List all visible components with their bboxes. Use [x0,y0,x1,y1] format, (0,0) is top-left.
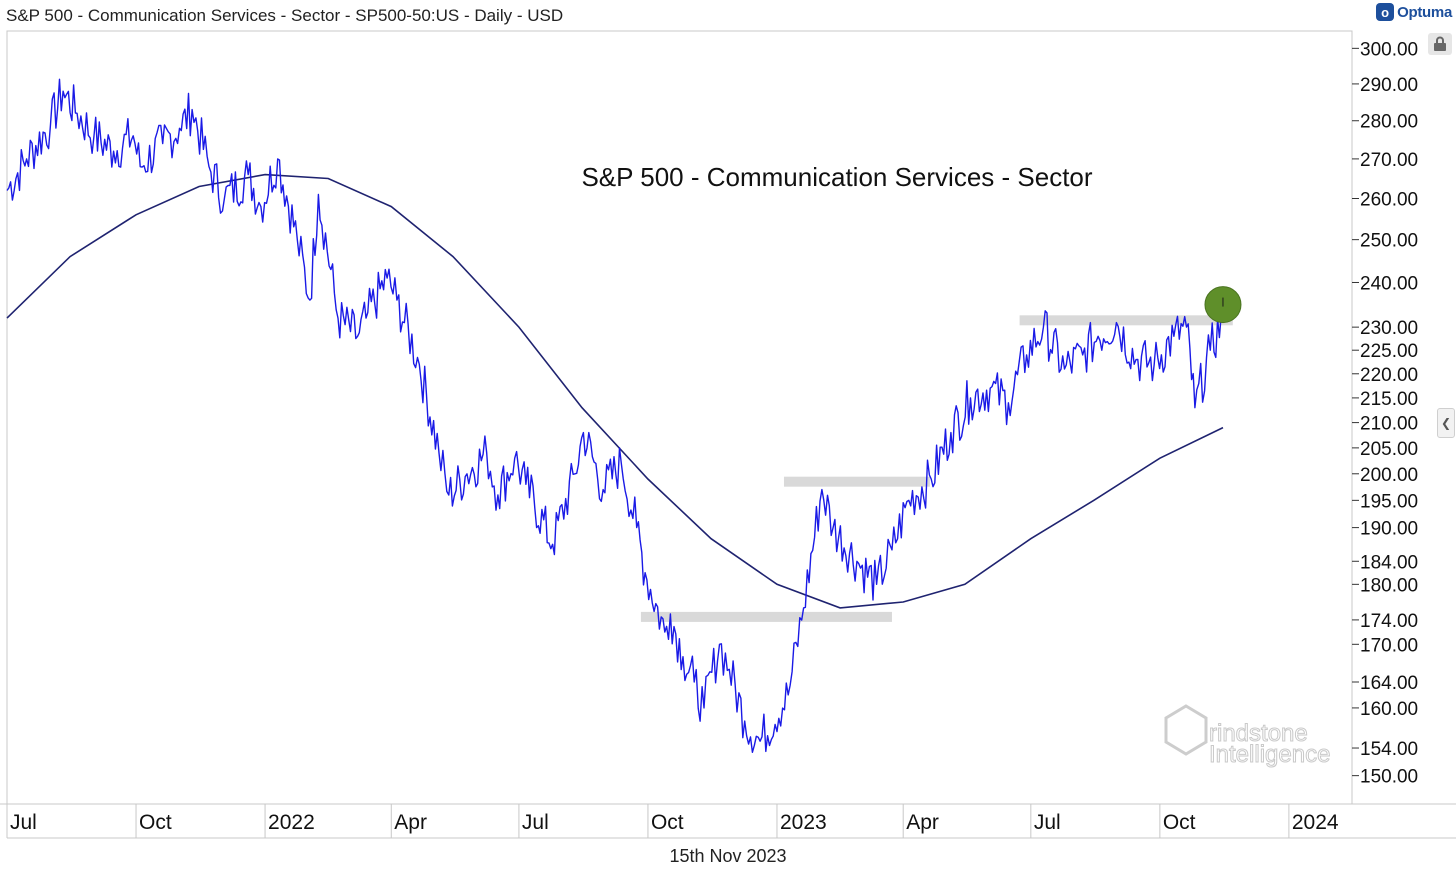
y-tick-label: 215.00 [1360,389,1418,410]
breakout-marker [1204,286,1242,324]
x-tick-label: Oct [651,811,684,834]
x-tick-label: Jul [1034,811,1061,834]
x-tick-label: 2022 [268,811,315,834]
y-tick-label: 180.00 [1360,575,1418,596]
moving-average-line [6,173,1224,609]
y-tick-label: 270.00 [1360,150,1418,171]
y-tick-label: 280.00 [1360,112,1418,133]
y-tick-label: 250.00 [1360,231,1418,252]
lock-icon [1434,36,1446,51]
watermark-hexagon-icon [1164,704,1208,756]
y-tick-label: 260.00 [1360,189,1418,210]
y-tick-label: 184.00 [1360,552,1418,573]
x-tick-label: Jul [10,811,37,834]
x-tick-label: Apr [394,811,427,834]
watermark-logo: rindstone Intelligence [1164,704,1331,769]
y-tick-label: 205.00 [1360,439,1418,460]
y-tick-label: 174.00 [1360,611,1418,632]
x-tick-label: Apr [906,811,939,834]
current-date-label: 15th Nov 2023 [669,846,787,866]
y-tick-label: 160.00 [1360,699,1418,720]
y-axis: 300.00 290.00 280.00 270.00 260.00 250.00 240.… [1352,39,1418,788]
y-tick-label: 164.00 [1360,673,1418,694]
x-tick-label: 2023 [780,811,827,834]
y-tick-label: 225.00 [1360,341,1418,362]
y-tick-label: 210.00 [1360,414,1418,435]
price-series-line [6,78,1224,753]
resistance-zone-2 [783,476,930,487]
expand-panel-button[interactable]: ❮ [1437,408,1455,438]
chart-title: S&P 500 - Communication Services - Secto… [581,162,1092,192]
chevron-left-icon: ❮ [1440,416,1452,430]
plot-area-border [6,30,1353,805]
x-tick-label: Jul [522,811,549,834]
lock-scale-button[interactable] [1428,33,1452,55]
x-tick-label: Oct [1163,811,1196,834]
watermark-line-2: Intelligence [1209,741,1330,768]
brand-name: Optuma [1397,3,1452,21]
chart-header-title: S&P 500 - Communication Services - Secto… [6,6,564,25]
y-tick-label: 154.00 [1360,739,1418,760]
optuma-logo-icon: o [1376,3,1395,21]
y-tick-label: 230.00 [1360,318,1418,339]
resistance-zone-1 [640,611,892,622]
x-axis: Jul Oct 2022 Apr Jul Oct 2023 Apr Jul Oct 2024 [6,804,1339,838]
y-tick-label: 190.00 [1360,519,1418,540]
y-tick-label: 195.00 [1360,491,1418,512]
y-tick-label: 170.00 [1360,635,1418,656]
x-tick-label: 2024 [1292,811,1339,834]
watermark-line-1: rindstone [1209,720,1308,747]
y-tick-label: 150.00 [1360,767,1418,788]
x-tick-label: Oct [139,811,172,834]
chart-frame [0,30,1456,839]
brand-logo: o Optuma [1376,3,1452,21]
y-tick-label: 300.00 [1360,39,1418,60]
resistance-zones [640,315,1233,622]
resistance-zone-3 [1019,315,1233,326]
y-tick-label: 290.00 [1360,75,1418,96]
y-tick-label: 240.00 [1360,273,1418,294]
y-tick-label: 220.00 [1360,365,1418,386]
y-tick-label: 200.00 [1360,465,1418,486]
